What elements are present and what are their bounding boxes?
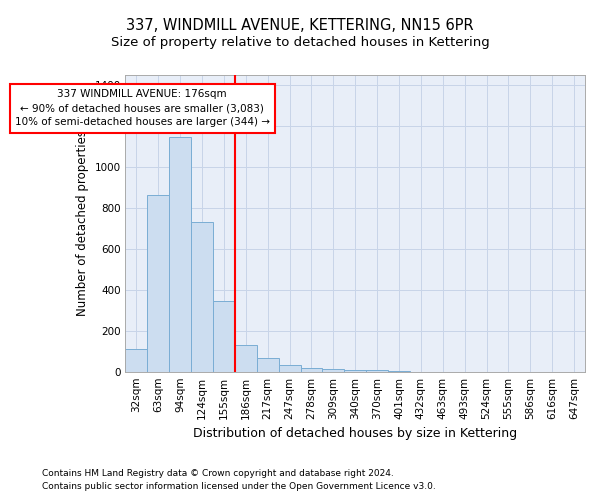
X-axis label: Distribution of detached houses by size in Kettering: Distribution of detached houses by size …	[193, 427, 517, 440]
Text: Contains public sector information licensed under the Open Government Licence v3: Contains public sector information licen…	[42, 482, 436, 491]
Y-axis label: Number of detached properties: Number of detached properties	[76, 130, 89, 316]
Bar	[235, 345, 257, 372]
Text: Size of property relative to detached houses in Kettering: Size of property relative to detached ho…	[110, 36, 490, 49]
Bar	[322, 368, 344, 372]
Bar	[191, 222, 213, 372]
Bar	[344, 370, 366, 372]
Bar	[148, 194, 169, 372]
Bar	[125, 349, 148, 372]
Text: 337 WINDMILL AVENUE: 176sqm
← 90% of detached houses are smaller (3,083)
10% of : 337 WINDMILL AVENUE: 176sqm ← 90% of det…	[15, 90, 270, 128]
Bar	[257, 358, 278, 372]
Bar	[213, 301, 235, 372]
Bar	[388, 371, 410, 372]
Bar	[366, 370, 388, 372]
Bar	[169, 138, 191, 372]
Text: 337, WINDMILL AVENUE, KETTERING, NN15 6PR: 337, WINDMILL AVENUE, KETTERING, NN15 6P…	[126, 18, 474, 32]
Text: Contains HM Land Registry data © Crown copyright and database right 2024.: Contains HM Land Registry data © Crown c…	[42, 468, 394, 477]
Bar	[301, 368, 322, 372]
Bar	[278, 364, 301, 372]
